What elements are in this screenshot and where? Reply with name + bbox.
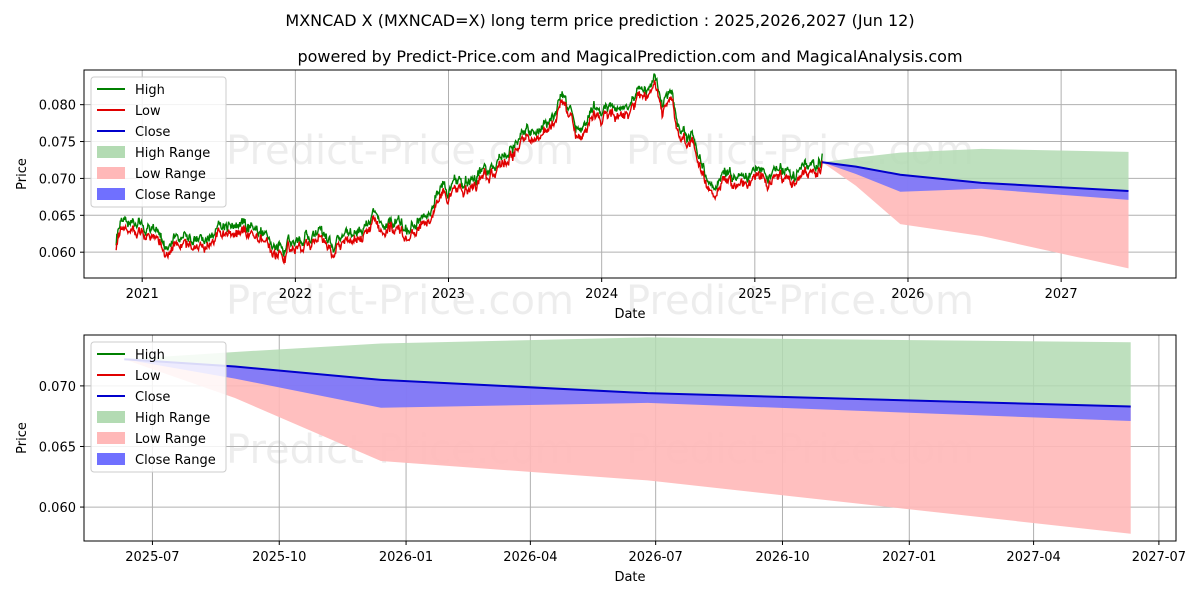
low-series-line (115, 79, 823, 266)
legend-label: High Range (135, 146, 210, 161)
y-tick-label: 0.070 (39, 380, 76, 395)
legend-label: Low (135, 369, 161, 384)
legend-label: Low (135, 104, 161, 119)
x-tick-label: 2026-07 (629, 550, 683, 565)
x-tick-label: 2025 (738, 287, 771, 302)
y-axis-label: Price (15, 422, 30, 454)
watermark-text: Predict-Price.com (626, 278, 974, 324)
legend-label: High (135, 83, 165, 98)
axes-frame (83, 334, 1177, 542)
plot-series (115, 73, 1129, 269)
legend-label: High (135, 348, 165, 363)
close-series-line (822, 161, 1129, 192)
high-range-band (822, 148, 1129, 191)
y-tick-label: 0.080 (39, 99, 76, 114)
close-range-band (124, 359, 1131, 422)
x-axis-label: Date (614, 570, 645, 585)
x-tick-label: 2023 (432, 287, 465, 302)
legend-label: Low Range (135, 432, 206, 447)
x-tick-label: 2026-04 (503, 550, 557, 565)
x-tick-label: 2026-10 (755, 550, 809, 565)
chart-subtitle: powered by Predict-Price.com and Magical… (297, 47, 962, 66)
x-tick-label: 2026-01 (379, 550, 433, 565)
x-tick-label: 2024 (585, 287, 618, 302)
chart-title: MXNCAD X (MXNCAD=X) long term price pred… (285, 11, 914, 30)
legend-label: High Range (135, 411, 210, 426)
x-tick-label: 2027 (1045, 287, 1078, 302)
x-tick-label: 2021 (126, 287, 159, 302)
y-tick-label: 0.070 (39, 172, 76, 187)
legend: High Low Close High Range Low Range Close Ran… (90, 341, 227, 473)
legend-label: Close Range (135, 188, 216, 203)
legend-swatch-patch (97, 432, 125, 444)
legend-swatch-patch (97, 453, 125, 465)
panel-top: Predict-Price.com Predict-Price.com Predic… (15, 69, 1177, 324)
high-series-line (115, 73, 823, 257)
legend: High Low Close High Range Low Range Close Ran… (90, 76, 227, 208)
close-range-band (822, 162, 1129, 200)
x-tick-label: 2025-07 (125, 550, 179, 565)
x-tick-label: 2026 (891, 287, 924, 302)
y-tick-label: 0.060 (39, 501, 76, 516)
y-tick-label: 0.065 (39, 209, 76, 224)
legend-swatch-patch (97, 167, 125, 179)
watermark-text: Predict-Price.com (226, 278, 574, 324)
high-range-band (124, 337, 1131, 407)
x-axis-label: Date (614, 307, 645, 322)
x-tick-label: 2027-04 (1006, 550, 1060, 565)
watermark-text: Predict-Price.com (226, 128, 574, 174)
x-tick-label: 2027-07 (1132, 550, 1186, 565)
y-tick-label: 0.060 (39, 246, 76, 261)
legend-label: Close (135, 390, 170, 405)
legend-swatch-patch (97, 188, 125, 200)
legend-swatch-patch (97, 146, 125, 158)
panel-bottom: Predict-Price.comPredict-Price.com2025-0… (15, 334, 1186, 585)
legend-label: Low Range (135, 167, 206, 182)
y-tick-label: 0.075 (39, 136, 76, 151)
x-tick-label: 2025-10 (252, 550, 306, 565)
legend-swatch-patch (97, 411, 125, 423)
y-tick-label: 0.065 (39, 440, 76, 455)
y-axis-label: Price (15, 158, 30, 190)
plot-series (124, 337, 1131, 534)
x-tick-label: 2027-01 (882, 550, 936, 565)
axes-frame (83, 69, 1177, 279)
legend-label: Close Range (135, 453, 216, 468)
x-tick-label: 2022 (279, 287, 312, 302)
legend-label: Close (135, 125, 170, 140)
